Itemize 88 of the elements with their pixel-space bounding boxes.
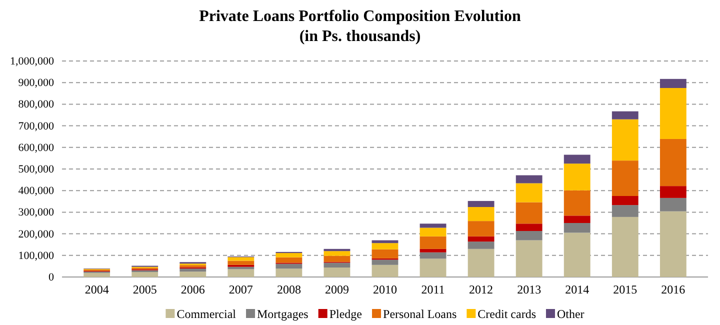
- y-tick-label: 600,000: [18, 142, 54, 154]
- bar: [372, 249, 398, 258]
- bar: [612, 205, 638, 217]
- chart-title: Private Loans Portfolio Composition Evolution: [199, 8, 521, 25]
- bar: [564, 223, 590, 233]
- y-tick-label: 300,000: [18, 206, 54, 219]
- legend-label: Personal Loans: [383, 307, 457, 321]
- bar: [276, 253, 302, 258]
- bar: [276, 268, 302, 277]
- x-tick-label: 2008: [276, 282, 301, 297]
- x-tick-label: 2013: [517, 282, 542, 297]
- bar: [276, 264, 302, 269]
- legend-label: Credit cards: [478, 307, 536, 321]
- bar: [516, 230, 542, 240]
- x-tick-label: 2010: [373, 282, 397, 297]
- bar: [516, 224, 542, 231]
- bar: [516, 240, 542, 277]
- bar: [420, 252, 446, 259]
- bar: [324, 267, 350, 277]
- x-tick-label: 2009: [324, 282, 349, 297]
- bar: [516, 202, 542, 224]
- bar: [468, 221, 494, 236]
- y-tick-label: 400,000: [18, 185, 54, 198]
- bar: [84, 272, 110, 277]
- chart-subtitle: (in Ps. thousands): [299, 28, 421, 45]
- bar: [612, 196, 638, 206]
- bar: [612, 216, 638, 277]
- bar: [372, 260, 398, 265]
- bar: [516, 175, 542, 184]
- bar: [516, 183, 542, 202]
- bar: [324, 248, 350, 252]
- bar: [228, 260, 254, 265]
- y-tick-label: 100,000: [18, 250, 54, 262]
- y-tick-label: 900,000: [18, 77, 54, 90]
- bar: [420, 228, 446, 236]
- bar: [180, 268, 206, 272]
- bar: [132, 272, 158, 277]
- x-tick-label: 2011: [421, 282, 445, 297]
- bar: [420, 258, 446, 277]
- bar: [324, 262, 350, 268]
- x-tick-label: 2016: [661, 282, 686, 297]
- bar: [564, 164, 590, 190]
- bar: [564, 154, 590, 164]
- bar: [468, 200, 494, 208]
- y-tick-label: 200,000: [18, 228, 54, 240]
- y-tick-label: 800,000: [18, 98, 54, 111]
- y-tick-label: 500,000: [18, 164, 54, 176]
- bar: [372, 264, 398, 277]
- x-tick-label: 2014: [565, 282, 590, 297]
- x-tick-label: 2012: [469, 282, 494, 297]
- x-tick-label: 2015: [613, 282, 638, 297]
- bar: [372, 243, 398, 250]
- bar: [564, 232, 590, 277]
- bar: [612, 111, 638, 120]
- legend-label: Mortgages: [257, 307, 309, 321]
- bar: [612, 160, 638, 196]
- bar: [660, 78, 686, 88]
- bar: [660, 138, 686, 186]
- bar: [660, 198, 686, 212]
- bar: [420, 224, 446, 228]
- bar: [228, 257, 254, 261]
- legend-label: Other: [556, 307, 584, 321]
- bar: [660, 211, 686, 277]
- bar: [660, 88, 686, 139]
- legend-label: Commercial: [176, 307, 237, 321]
- bar: [612, 119, 638, 161]
- y-tick-label: 700,000: [18, 120, 54, 132]
- x-tick-label: 2006: [180, 282, 205, 297]
- bar: [468, 236, 494, 242]
- bar: [180, 272, 206, 277]
- y-tick-label: 0: [48, 272, 54, 284]
- bar: [564, 216, 590, 223]
- bar: [324, 256, 350, 262]
- bar: [468, 242, 494, 249]
- bar: [564, 190, 590, 216]
- x-tick-label: 2007: [228, 282, 253, 297]
- bar: [420, 248, 446, 252]
- legend-label: Pledge: [329, 307, 362, 321]
- y-tick-label: 1,000,000: [10, 56, 54, 68]
- bar: [324, 251, 350, 256]
- bar: [660, 186, 686, 198]
- bar: [468, 207, 494, 222]
- bar: [468, 248, 494, 277]
- bar: [276, 257, 302, 263]
- bar: [420, 236, 446, 249]
- x-tick-label: 2005: [132, 282, 157, 297]
- bar: [228, 269, 254, 277]
- x-tick-label: 2004: [84, 282, 109, 297]
